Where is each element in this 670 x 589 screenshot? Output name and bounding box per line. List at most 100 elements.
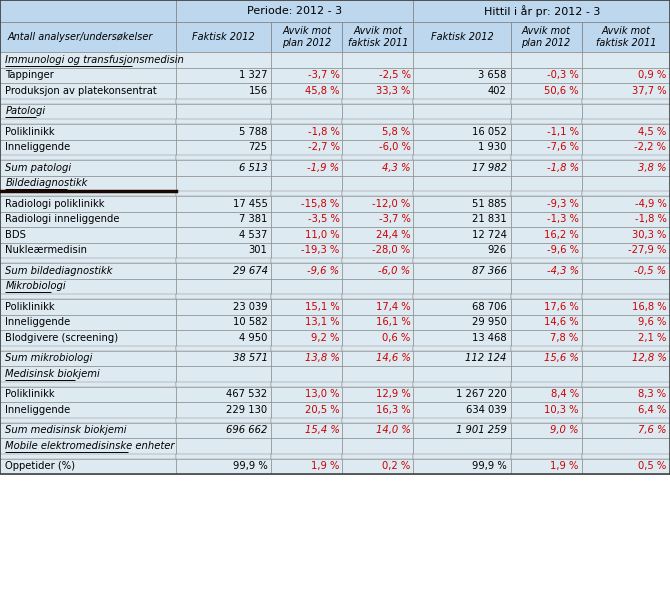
Text: 12 724: 12 724: [472, 230, 507, 240]
Bar: [0, 227, 176, 243]
Bar: [582, 155, 670, 160]
Text: Mobile elektromedisinske enheter: Mobile elektromedisinske enheter: [5, 441, 175, 451]
Bar: [582, 160, 670, 176]
Bar: [413, 299, 511, 315]
Text: 20,5 %: 20,5 %: [305, 405, 340, 415]
Bar: [582, 98, 670, 104]
Bar: [176, 382, 271, 386]
Bar: [0, 160, 176, 176]
Text: -12,0 %: -12,0 %: [373, 198, 411, 209]
Bar: [582, 52, 670, 68]
Bar: [511, 258, 582, 263]
Bar: [0, 386, 176, 402]
Text: 21 831: 21 831: [472, 214, 507, 224]
Bar: [511, 104, 582, 119]
Text: -2,2 %: -2,2 %: [634, 143, 667, 152]
Text: 4,3 %: 4,3 %: [382, 163, 411, 173]
Text: -3,5 %: -3,5 %: [308, 214, 340, 224]
Bar: [511, 299, 582, 315]
Text: 112 124: 112 124: [465, 353, 507, 363]
Bar: [511, 418, 582, 422]
Bar: [342, 294, 413, 299]
Text: Oppetider (%): Oppetider (%): [5, 461, 75, 471]
Bar: [0, 458, 176, 474]
Bar: [271, 52, 342, 68]
Text: 1 901 259: 1 901 259: [456, 425, 507, 435]
Bar: [413, 191, 511, 196]
Text: Medisinsk biokjemi: Medisinsk biokjemi: [5, 369, 100, 379]
Text: 29 950: 29 950: [472, 317, 507, 327]
Bar: [271, 315, 342, 330]
Bar: [0, 299, 176, 315]
Text: 696 662: 696 662: [226, 425, 267, 435]
Text: 4 537: 4 537: [239, 230, 267, 240]
Text: 33,3 %: 33,3 %: [376, 86, 411, 96]
Bar: [582, 22, 670, 52]
Bar: [413, 294, 511, 299]
Text: 15,1 %: 15,1 %: [305, 302, 340, 312]
Bar: [413, 52, 511, 68]
Bar: [176, 98, 271, 104]
Bar: [342, 124, 413, 140]
Text: -1,8 %: -1,8 %: [547, 163, 579, 173]
Bar: [413, 176, 511, 191]
Bar: [176, 104, 271, 119]
Bar: [176, 279, 271, 294]
Bar: [0, 0, 176, 22]
Text: 16,8 %: 16,8 %: [632, 302, 667, 312]
Bar: [271, 366, 342, 382]
Text: -6,0 %: -6,0 %: [379, 266, 411, 276]
Bar: [342, 454, 413, 458]
Bar: [511, 366, 582, 382]
Bar: [342, 382, 413, 386]
Text: Produksjon av platekonsentrat: Produksjon av platekonsentrat: [5, 86, 157, 96]
Bar: [0, 140, 176, 155]
Bar: [582, 176, 670, 191]
Bar: [176, 346, 271, 350]
Bar: [342, 299, 413, 315]
Text: 30,3 %: 30,3 %: [632, 230, 667, 240]
Text: 51 885: 51 885: [472, 198, 507, 209]
Bar: [342, 119, 413, 124]
Bar: [413, 386, 511, 402]
Text: Bildediagnostikk: Bildediagnostikk: [5, 178, 88, 188]
Bar: [413, 211, 511, 227]
Bar: [0, 104, 176, 119]
Bar: [176, 191, 271, 196]
Bar: [176, 176, 271, 191]
Bar: [342, 68, 413, 83]
Bar: [0, 258, 176, 263]
Text: -15,8 %: -15,8 %: [302, 198, 340, 209]
Bar: [582, 258, 670, 263]
Bar: [511, 315, 582, 330]
Bar: [176, 52, 271, 68]
Bar: [413, 155, 511, 160]
Bar: [271, 83, 342, 98]
Bar: [0, 454, 176, 458]
Text: 13,0 %: 13,0 %: [305, 389, 340, 399]
Bar: [176, 160, 271, 176]
Bar: [271, 211, 342, 227]
Bar: [511, 176, 582, 191]
Bar: [0, 350, 176, 366]
Text: 1 267 220: 1 267 220: [456, 389, 507, 399]
Text: 3 658: 3 658: [478, 70, 507, 80]
Text: -1,9 %: -1,9 %: [308, 163, 340, 173]
Bar: [176, 258, 271, 263]
Text: -19,3 %: -19,3 %: [302, 245, 340, 255]
Bar: [0, 176, 176, 191]
Text: 0,2 %: 0,2 %: [383, 461, 411, 471]
Bar: [271, 422, 342, 438]
Bar: [582, 299, 670, 315]
Bar: [342, 52, 413, 68]
Bar: [0, 98, 176, 104]
Bar: [176, 422, 271, 438]
Bar: [176, 438, 271, 454]
Bar: [0, 263, 176, 279]
Bar: [342, 22, 413, 52]
Bar: [271, 454, 342, 458]
Text: Avvik mot
faktisk 2011: Avvik mot faktisk 2011: [596, 26, 656, 48]
Bar: [413, 83, 511, 98]
Text: 14,0 %: 14,0 %: [376, 425, 411, 435]
Bar: [176, 227, 271, 243]
